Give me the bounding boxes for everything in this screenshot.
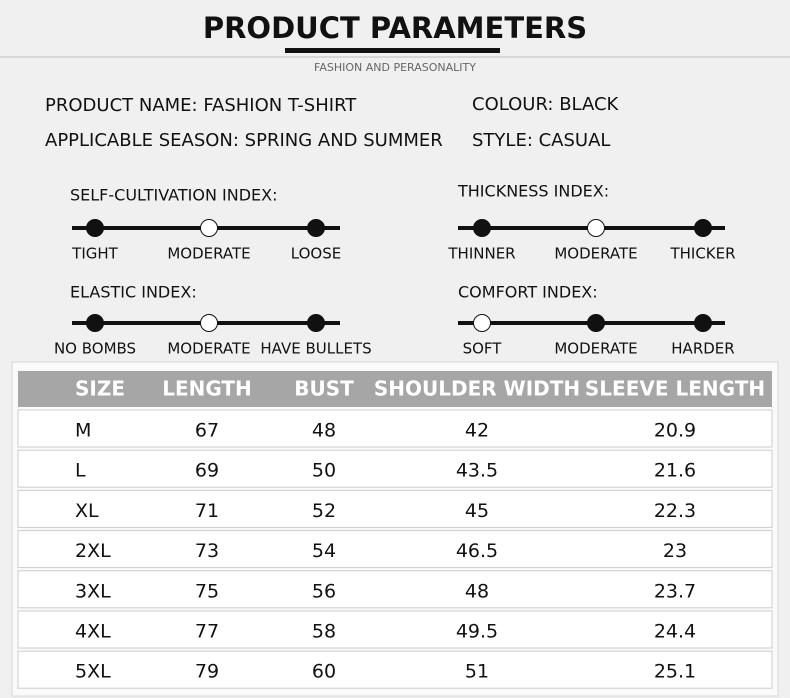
table-cell: 43.5 xyxy=(456,460,498,482)
table-cell: 48 xyxy=(465,580,489,602)
table-cell: M xyxy=(75,420,91,442)
table-cell: 56 xyxy=(312,580,336,602)
table-cell: 49.5 xyxy=(456,621,498,643)
index-label: MODERATE xyxy=(167,245,250,263)
index-label: MODERATE xyxy=(167,340,250,358)
table-cell: 42 xyxy=(465,420,489,442)
table-cell: 73 xyxy=(195,540,219,562)
index-label: MODERATE xyxy=(554,340,637,358)
index-label: HARDER xyxy=(671,340,734,358)
table-row xyxy=(17,449,773,488)
index-label: NO BOMBS xyxy=(54,340,136,358)
index-title: SELF-CULTIVATION INDEX: xyxy=(70,186,277,205)
index-dot xyxy=(694,314,712,332)
index-dot xyxy=(694,219,712,237)
index-title: COMFORT INDEX: xyxy=(458,283,598,302)
table-cell: 54 xyxy=(312,540,336,562)
table-cell: 48 xyxy=(312,420,336,442)
index-dot xyxy=(200,219,218,237)
index-label: MODERATE xyxy=(554,245,637,263)
index-dot xyxy=(200,314,218,332)
table-cell: 21.6 xyxy=(654,460,696,482)
table-row xyxy=(17,570,773,609)
index-dot xyxy=(587,314,605,332)
table-header-cell: SLEEVE LENGTH xyxy=(585,377,765,401)
index-label: HAVE BULLETS xyxy=(260,340,371,358)
table-cell: 24.4 xyxy=(654,621,696,643)
info-text: COLOUR: BLACK xyxy=(472,94,620,115)
table-cell: 20.9 xyxy=(654,420,696,442)
index-title: THICKNESS INDEX: xyxy=(457,182,609,201)
table-cell: 75 xyxy=(195,580,219,602)
table-header-cell: LENGTH xyxy=(162,377,252,401)
table-cell: 60 xyxy=(312,661,336,683)
table-header-bg xyxy=(18,371,772,407)
index-label: THINNER xyxy=(447,245,515,263)
table-cell: 2XL xyxy=(75,540,111,562)
index-dot xyxy=(86,314,104,332)
index-label: THICKER xyxy=(669,245,735,263)
index-title: ELASTIC INDEX: xyxy=(70,283,197,302)
index-dot xyxy=(307,314,325,332)
table-row xyxy=(17,650,773,689)
table-cell: 67 xyxy=(195,420,219,442)
table-cell: 50 xyxy=(312,460,336,482)
table-row xyxy=(17,530,773,569)
title: PRODUCT PARAMETERS xyxy=(203,11,587,45)
index-dot xyxy=(473,314,491,332)
table-cell: 46.5 xyxy=(456,540,498,562)
table-cell: 4XL xyxy=(75,621,111,643)
table-cell: 58 xyxy=(312,621,336,643)
table-cell: 77 xyxy=(195,621,219,643)
table-cell: 45 xyxy=(465,500,489,522)
info-text: PRODUCT NAME: FASHION T-SHIRT xyxy=(45,95,357,116)
table-cell: 23.7 xyxy=(654,580,696,602)
index-dot xyxy=(587,219,605,237)
index-dot xyxy=(307,219,325,237)
table-row xyxy=(17,409,773,448)
table-header-cell: SIZE xyxy=(75,377,125,401)
table-header-cell: SHOULDER WIDTH xyxy=(374,377,580,401)
table-cell: 71 xyxy=(195,500,219,522)
table-cell: 5XL xyxy=(75,661,111,683)
content: PRODUCT NAME: FASHION T-SHIRT COLOUR: BLA… xyxy=(17,94,773,689)
table-cell: 52 xyxy=(312,500,336,522)
index-label: SOFT xyxy=(463,340,503,358)
table-cell: 79 xyxy=(195,661,219,683)
table-cell: L xyxy=(75,460,86,482)
index-label: TIGHT xyxy=(71,245,118,263)
table-cell: 3XL xyxy=(75,580,111,602)
info-text: APPLICABLE SEASON: SPRING AND SUMMER xyxy=(45,130,443,151)
index-dot xyxy=(86,219,104,237)
subtitle: FASHION AND PERASONALITY xyxy=(314,61,476,74)
table-cell: 69 xyxy=(195,460,219,482)
title-underline xyxy=(285,48,500,53)
table-header-cell: BUST xyxy=(294,377,354,401)
table-row xyxy=(17,489,773,528)
table-cell: 23 xyxy=(663,540,687,562)
table-row xyxy=(17,610,773,649)
index-dot xyxy=(473,219,491,237)
table-cell: 25.1 xyxy=(654,661,696,683)
index-label: LOOSE xyxy=(291,245,341,263)
table-cell: 51 xyxy=(465,661,489,683)
table-cell: XL xyxy=(75,500,99,522)
info-text: STYLE: CASUAL xyxy=(472,130,610,151)
table-cell: 22.3 xyxy=(654,500,696,522)
